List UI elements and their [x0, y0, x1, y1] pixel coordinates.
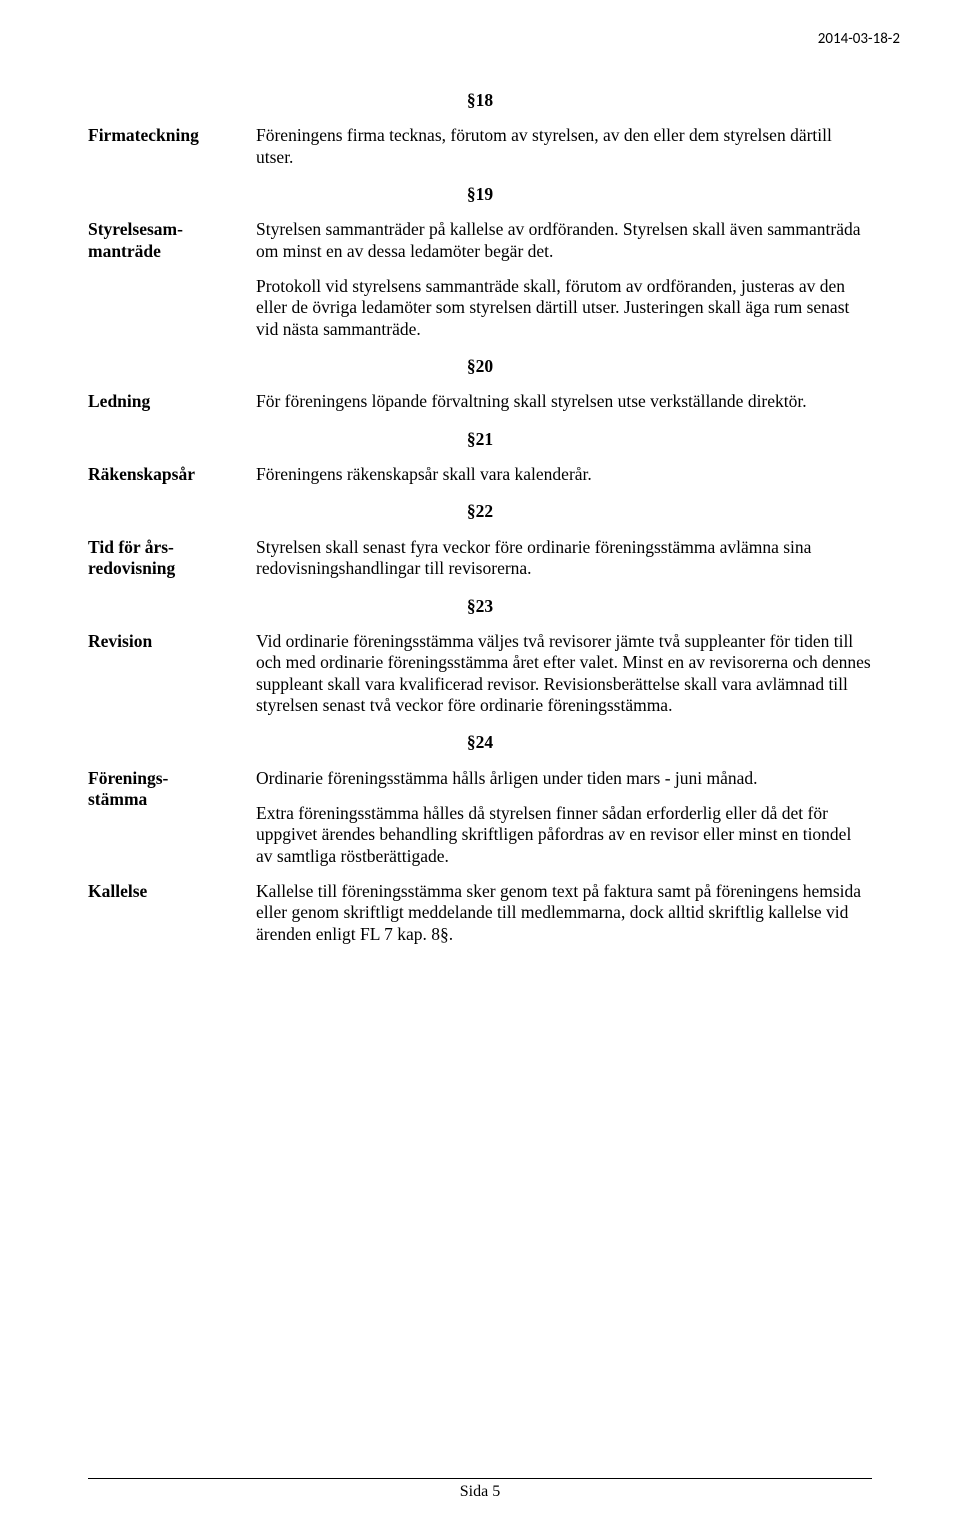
document-body: §18 Firmateckning Föreningens firma teck… — [88, 90, 872, 945]
para: Föreningens räkenskapsår skall vara kale… — [256, 464, 872, 485]
label-foreningsstamma: Förenings- stämma — [88, 768, 256, 867]
label-ledning: Ledning — [88, 391, 256, 412]
section-21-row: Räkenskapsår Föreningens räkenskapsår sk… — [88, 464, 872, 485]
section-18-row: Firmateckning Föreningens firma tecknas,… — [88, 125, 872, 168]
page-number: Sida 5 — [88, 1483, 872, 1501]
label-line: Tid för års- — [88, 537, 174, 557]
body-20: För föreningens löpande förvaltning skal… — [256, 391, 872, 412]
para: För föreningens löpande förvaltning skal… — [256, 391, 872, 412]
section-19-row: Styrelsesam- manträde Styrelsen sammantr… — [88, 219, 872, 340]
para: Ordinarie föreningsstämma hålls årligen … — [256, 768, 872, 789]
label-kallelse: Kallelse — [88, 881, 256, 945]
label-rakenskapsar: Räkenskapsår — [88, 464, 256, 485]
para: Extra föreningsstämma hålles då styrelse… — [256, 803, 872, 867]
section-number-21: §21 — [88, 429, 872, 450]
para: Styrelsen sammanträder på kallelse av or… — [256, 219, 872, 262]
label-line: Styrelsesam- — [88, 219, 183, 239]
para: Föreningens firma tecknas, förutom av st… — [256, 125, 872, 168]
label-line: redovisning — [88, 558, 175, 578]
section-number-20: §20 — [88, 356, 872, 377]
body-24: Ordinarie föreningsstämma hålls årligen … — [256, 768, 872, 867]
label-line: manträde — [88, 241, 161, 261]
section-number-19: §19 — [88, 184, 872, 205]
label-line: Förenings- — [88, 768, 168, 788]
body-19: Styrelsen sammanträder på kallelse av or… — [256, 219, 872, 340]
section-number-22: §22 — [88, 501, 872, 522]
para: Styrelsen skall senast fyra veckor före … — [256, 537, 872, 580]
section-number-18: §18 — [88, 90, 872, 111]
section-kallelse-row: Kallelse Kallelse till föreningsstämma s… — [88, 881, 872, 945]
body-18: Föreningens firma tecknas, förutom av st… — [256, 125, 872, 168]
section-number-23: §23 — [88, 596, 872, 617]
para: Protokoll vid styrelsens sammanträde ska… — [256, 276, 872, 340]
para: Vid ordinarie föreningsstämma väljes två… — [256, 631, 872, 716]
section-24-row: Förenings- stämma Ordinarie föreningsstä… — [88, 768, 872, 867]
section-23-row: Revision Vid ordinarie föreningsstämma v… — [88, 631, 872, 716]
label-revision: Revision — [88, 631, 256, 716]
body-22: Styrelsen skall senast fyra veckor före … — [256, 537, 872, 580]
label-styrelsesammantrade: Styrelsesam- manträde — [88, 219, 256, 340]
section-number-24: §24 — [88, 732, 872, 753]
footer-rule — [88, 1478, 872, 1479]
page-footer: Sida 5 — [88, 1478, 872, 1501]
body-23: Vid ordinarie föreningsstämma väljes två… — [256, 631, 872, 716]
label-line: stämma — [88, 789, 147, 809]
body-kallelse: Kallelse till föreningsstämma sker genom… — [256, 881, 872, 945]
label-firmateckning: Firmateckning — [88, 125, 256, 168]
section-20-row: Ledning För föreningens löpande förvaltn… — [88, 391, 872, 412]
body-21: Föreningens räkenskapsår skall vara kale… — [256, 464, 872, 485]
section-22-row: Tid för års- redovisning Styrelsen skall… — [88, 537, 872, 580]
label-tid-for-arsredovisning: Tid för års- redovisning — [88, 537, 256, 580]
para: Kallelse till föreningsstämma sker genom… — [256, 881, 872, 945]
header-date: 2014-03-18-2 — [818, 30, 900, 48]
